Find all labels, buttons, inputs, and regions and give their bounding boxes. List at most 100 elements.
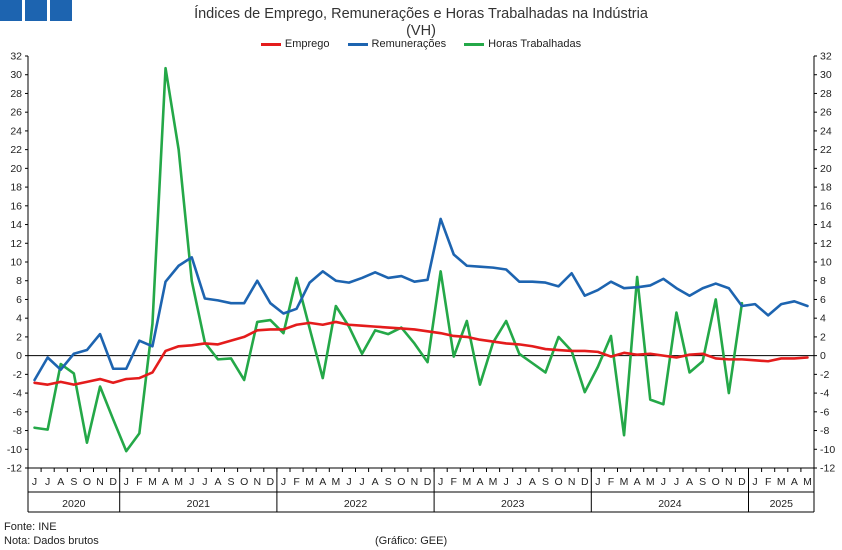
y-tick-label-right: 24 [820, 125, 832, 137]
y-tick-label-right: 8 [820, 275, 826, 287]
legend: Emprego Remunerações Horas Trabalhadas [0, 38, 842, 50]
y-tick-label-left: 24 [10, 125, 22, 137]
x-tick-label: A [634, 476, 641, 488]
y-tick-label-left: 26 [10, 107, 22, 119]
logo-square [25, 0, 47, 21]
x-tick-label: O [240, 476, 248, 488]
x-tick-label: N [725, 476, 733, 488]
x-tick-label: J [595, 476, 600, 488]
logo-square [50, 0, 72, 21]
y-tick-label-right: 0 [820, 350, 826, 362]
y-tick-label-left: 4 [16, 313, 22, 325]
legend-swatch-horas [464, 42, 485, 46]
y-tick-label-left: 20 [10, 163, 22, 175]
x-tick-label: M [620, 476, 629, 488]
y-tick-label-left: 30 [10, 69, 22, 81]
chart-title: Índices de Emprego, Remunerações e Horas… [194, 6, 648, 22]
x-tick-label: D [109, 476, 117, 488]
x-tick-label: J [45, 476, 50, 488]
year-label: 2025 [770, 498, 794, 510]
x-tick-label: S [699, 476, 706, 488]
x-tick-label: M [489, 476, 498, 488]
x-tick-label: A [319, 476, 326, 488]
y-tick-label-right: -8 [820, 425, 829, 437]
y-tick-label-left: 12 [10, 238, 22, 250]
y-tick-label-left: -6 [13, 406, 22, 418]
x-tick-label: J [359, 476, 364, 488]
y-tick-label-left: 18 [10, 182, 22, 194]
y-tick-label-right: 14 [820, 219, 832, 231]
x-tick-label: A [162, 476, 169, 488]
x-tick-label: F [765, 476, 771, 488]
x-tick-label: A [214, 476, 221, 488]
x-tick-label: J [661, 476, 666, 488]
source-note: Fonte: INE [4, 521, 57, 533]
logo-square [0, 0, 22, 21]
x-tick-label: S [228, 476, 235, 488]
x-tick-label: S [70, 476, 77, 488]
x-tick-label: D [424, 476, 432, 488]
y-tick-label-right: 30 [820, 69, 832, 81]
series-line-horas [33, 66, 744, 453]
x-tick-label: O [397, 476, 405, 488]
x-tick-label: D [581, 476, 589, 488]
y-tick-label-left: 10 [10, 257, 22, 269]
x-tick-label: J [346, 476, 351, 488]
y-tick-label-left: 22 [10, 144, 22, 156]
x-tick-label: A [529, 476, 536, 488]
legend-label-horas: Horas Trabalhadas [488, 38, 582, 50]
legend-swatch-emprego [260, 42, 281, 46]
legend-label-remuneracoes: Remunerações [371, 38, 447, 50]
x-tick-label: J [504, 476, 509, 488]
x-tick-label: D [267, 476, 275, 488]
y-tick-label-left: 2 [16, 331, 22, 343]
x-tick-label: N [411, 476, 419, 488]
legend-item-horas: Horas Trabalhadas [464, 38, 581, 50]
x-tick-label: J [189, 476, 194, 488]
year-label: 2020 [62, 498, 86, 510]
y-tick-label-left: 14 [10, 219, 22, 231]
y-tick-label-left: -10 [7, 444, 22, 456]
x-tick-label: M [803, 476, 812, 488]
series-line-remuneracoes [33, 217, 809, 382]
y-tick-label-left: -12 [7, 463, 22, 475]
y-tick-label-left: 6 [16, 294, 22, 306]
x-tick-label: M [777, 476, 786, 488]
series-line-emprego [33, 320, 809, 386]
y-tick-label-right: -6 [820, 406, 829, 418]
x-tick-label: J [438, 476, 443, 488]
x-tick-label: M [305, 476, 314, 488]
y-tick-label-right: -4 [820, 388, 829, 400]
x-tick-label: A [372, 476, 379, 488]
y-tick-label-right: -2 [820, 369, 829, 381]
y-tick-label-right: 26 [820, 107, 832, 119]
y-tick-label-left: 16 [10, 200, 22, 212]
y-tick-label-right: 28 [820, 88, 832, 100]
year-label: 2024 [658, 498, 682, 510]
x-tick-label: O [712, 476, 720, 488]
x-tick-label: M [174, 476, 183, 488]
x-tick-label: O [83, 476, 91, 488]
y-tick-label-right: 18 [820, 182, 832, 194]
x-tick-label: A [686, 476, 693, 488]
y-tick-label-right: 16 [820, 200, 832, 212]
x-tick-label: A [476, 476, 483, 488]
chart-credit: (Gráfico: GEE) [375, 535, 448, 547]
legend-item-emprego: Emprego [260, 38, 330, 50]
x-tick-label: N [96, 476, 104, 488]
chart-subtitle: (VH) [406, 23, 436, 39]
y-tick-label-left: 28 [10, 88, 22, 100]
x-tick-label: J [517, 476, 522, 488]
x-tick-label: O [554, 476, 562, 488]
y-tick-label-left: -8 [13, 425, 22, 437]
x-tick-label: N [253, 476, 261, 488]
x-tick-label: J [281, 476, 286, 488]
x-tick-label: F [451, 476, 457, 488]
y-tick-label-left: 8 [16, 275, 22, 287]
year-label: 2022 [344, 498, 368, 510]
x-tick-label: J [202, 476, 207, 488]
x-tick-label: A [791, 476, 798, 488]
y-tick-label-right: 4 [820, 313, 826, 325]
logo [0, 0, 72, 21]
y-tick-label-right: 2 [820, 331, 826, 343]
